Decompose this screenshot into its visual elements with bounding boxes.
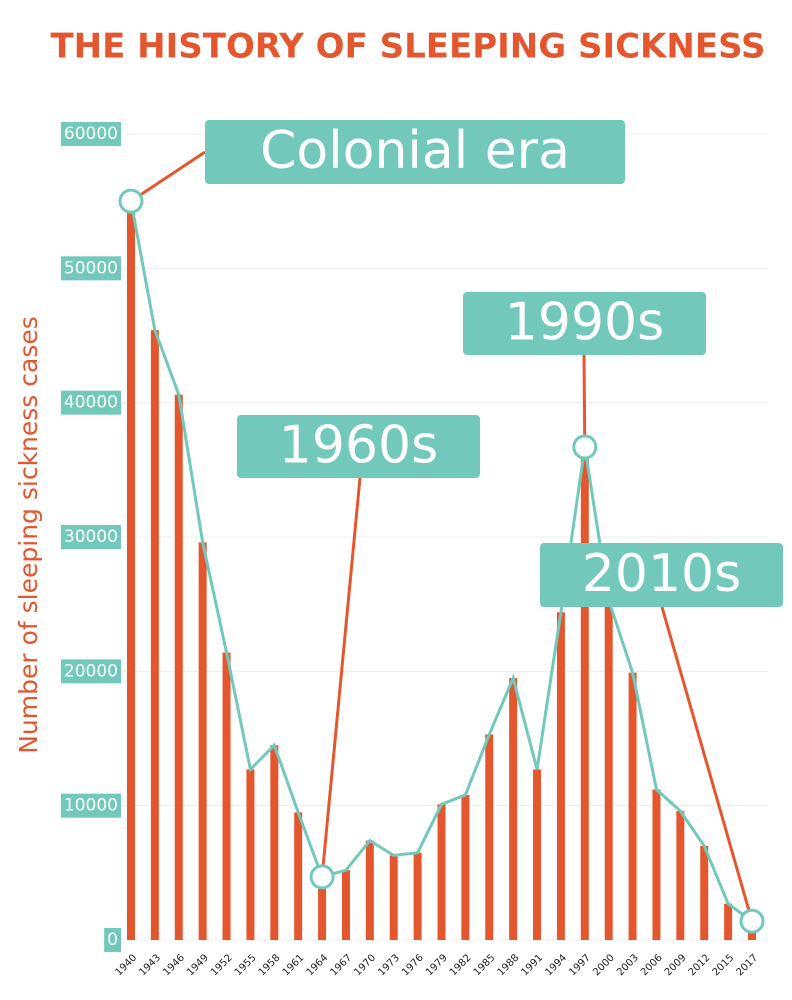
bar	[389, 855, 398, 940]
x-tick-label: 1979	[424, 952, 450, 978]
x-tick-label: 1961	[281, 952, 307, 978]
bar	[174, 394, 183, 940]
x-tick-label: 2003	[615, 952, 641, 978]
annotation-box	[237, 415, 480, 478]
y-tick-box	[60, 390, 121, 415]
bar	[485, 734, 494, 940]
annotation-text: 1960s	[279, 416, 438, 476]
y-tick-label: 30000	[64, 527, 118, 547]
x-tick-label: 2015	[711, 952, 737, 978]
x-tick-label: 1964	[305, 952, 331, 978]
y-tick-label: 40000	[64, 393, 118, 413]
annotation-marker	[118, 188, 144, 214]
x-tick-label: 1991	[520, 952, 546, 978]
bar	[700, 845, 709, 940]
x-tick-label: 1955	[233, 952, 259, 978]
y-tick-label: 0	[107, 930, 118, 950]
bar	[652, 789, 661, 940]
y-tick-label: 10000	[64, 796, 118, 816]
trend-line	[129, 200, 753, 923]
x-tick-label: 1949	[185, 952, 211, 978]
x-tick-label: 2006	[639, 952, 665, 978]
annotation-marker	[739, 908, 765, 934]
x-tick-label: 1967	[328, 952, 354, 978]
x-tick-label: 1946	[161, 952, 187, 978]
bar	[413, 852, 422, 940]
bar	[556, 612, 565, 940]
annotation-text: 1990s	[505, 293, 664, 353]
x-tick-label: 1985	[472, 952, 498, 978]
x-tick-label: 2009	[663, 952, 689, 978]
x-tick-label: 1994	[543, 952, 569, 978]
annotation-text: 2010s	[582, 544, 741, 604]
x-tick-label: 1943	[137, 952, 163, 978]
bar	[198, 542, 207, 940]
annotation-text: Colonial era	[260, 121, 570, 181]
bar	[341, 870, 350, 940]
annotation-box	[205, 120, 625, 184]
y-tick-box	[60, 122, 121, 146]
x-tick-label: 1988	[496, 952, 522, 978]
x-tick-label: 1952	[209, 952, 235, 978]
annotation-leader	[130, 150, 206, 203]
y-axis-label: Number of sleeping sickness cases	[14, 316, 43, 754]
y-tick-label: 60000	[64, 124, 118, 144]
y-ticks: 0 10000 20000 30000 40000 50000 60000	[60, 122, 121, 952]
bar	[676, 811, 685, 940]
bar	[533, 769, 542, 940]
x-tick-label: 1973	[376, 952, 402, 978]
x-tick-label: 2017	[734, 952, 760, 978]
annotation-leader	[660, 606, 754, 922]
y-tick-label: 50000	[64, 258, 118, 278]
bar	[437, 804, 446, 940]
x-tick-label: 2012	[687, 952, 713, 978]
y-tick-box	[60, 659, 121, 684]
annotation-box	[540, 543, 783, 607]
bar	[604, 600, 613, 940]
annotation-leader	[582, 354, 587, 448]
bar	[222, 652, 231, 940]
x-tick-label: 1970	[352, 952, 378, 978]
bar	[509, 678, 518, 940]
x-tick-label: 1982	[448, 952, 474, 978]
y-tick-box	[60, 525, 121, 549]
chart-title: THE HISTORY OF SLEEPING SICKNESS	[50, 27, 765, 67]
bar	[150, 330, 159, 940]
bar	[724, 903, 733, 940]
x-tick-label: 1958	[257, 952, 283, 978]
bar	[628, 672, 637, 940]
y-tick-box	[60, 256, 121, 281]
annotation-marker	[309, 864, 335, 890]
x-tick-label: 1940	[113, 952, 139, 978]
annotation-leader	[320, 477, 362, 878]
bar	[270, 745, 279, 940]
y-tick-box	[104, 928, 121, 952]
x-tick-label: 1976	[400, 952, 426, 978]
bar	[294, 812, 303, 940]
x-tick-label: 1997	[567, 952, 593, 978]
bar	[127, 201, 135, 940]
bar	[461, 794, 470, 940]
x-tick-label: 2000	[591, 952, 617, 978]
bar	[365, 840, 374, 940]
bar	[318, 876, 327, 940]
y-tick-box	[60, 793, 121, 818]
bar	[580, 446, 589, 940]
bar	[246, 769, 255, 940]
y-tick-label: 20000	[64, 661, 118, 681]
annotation-box	[463, 292, 706, 355]
annotation-marker	[572, 434, 598, 460]
